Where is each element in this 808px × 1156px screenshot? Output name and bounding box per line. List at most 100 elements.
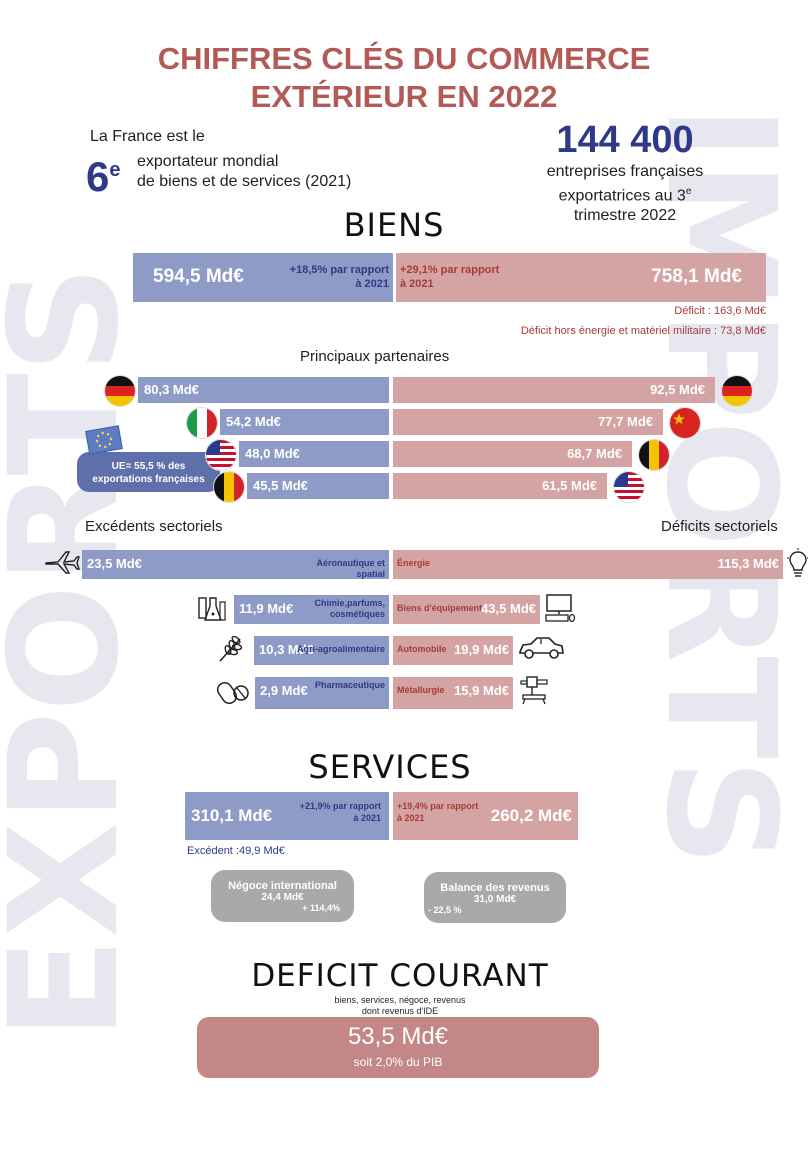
partner-import-bar: 61,5 Md€ [393,473,607,499]
eu-flag-icon [85,425,123,455]
firms-line-1: entreprises françaises [546,163,704,180]
surplus-value-label: 2,9 Md€ [260,683,308,698]
belgium-flag [638,439,670,471]
firms-number: 144 400 [556,119,694,161]
biens-deficit-hors: Déficit hors énergie et matériel militai… [520,325,766,337]
partner-export-label: 80,3 Md€ [144,382,199,397]
deficit-name-label: Énergie [397,558,431,568]
rank-line-1: exportateur mondial [137,153,279,170]
surplus-heading: Excédents sectoriels [85,518,223,535]
revenus-growth: - 22,5 % [428,905,462,915]
revenus-title: Balance des revenus [440,882,550,894]
deficit-name-label: Métallurgie [397,685,445,695]
surplus-name-label: Chimie,parfums, cosmétiques [314,598,385,619]
machine-icon [517,675,551,710]
surplus-bar: 10,3 Md€ Agri-agroalimentaire [254,636,389,665]
deficit-courant-sub-2: dont revenus d'IDE [361,1006,439,1016]
deficit-courant-pib: soit 2,0% du PIB [353,1055,443,1069]
surplus-name-label: Pharmaceutique [314,680,385,690]
lightbulb-icon [787,548,808,587]
services-heading: SERVICES [308,748,472,786]
biens-exports-value: 594,5 Md€ [153,266,244,287]
deficit-name-label: Biens d'équipement [397,603,483,613]
biens-imports-growth: +29,1% par rapport à 2021 [400,264,500,290]
partner-import-label: 77,7 Md€ [598,414,653,429]
deficit-heading: Déficits sectoriels [661,518,778,535]
surplus-bar: 2,9 Md€ Pharmaceutique [255,677,389,709]
deficit-name-label: Automobile [397,644,447,654]
services-imports-value: 260,2 Md€ [490,806,572,825]
biens-heading: BIENS [343,206,445,244]
computer-icon [544,593,576,628]
partner-export-label: 45,5 Md€ [253,478,308,493]
partner-export-label: 48,0 Md€ [245,446,300,461]
services-exports-bar: 310,1 Md€ +21,9% par rapport à 2021 [185,792,389,840]
biens-exports-bar: 594,5 Md€ +18,5% par rapport à 2021 [133,253,393,302]
usa-flag [205,439,237,471]
services-imports-growth: +19,4% par rapport à 2021 [397,801,479,823]
china-flag [669,407,701,439]
deficit-courant-sub: biens, services, négoce, revenus dont re… [300,995,500,1017]
deficit-value-label: 15,9 Md€ [454,683,509,698]
rank-description: exportateur mondial de biens et de servi… [137,152,351,192]
rank-number: 6e [86,153,121,200]
biens-deficit: Déficit : 163,6 Md€ [674,305,766,317]
partner-export-bar: 48,0 Md€ [239,441,389,467]
partner-import-label: 92,5 Md€ [650,382,705,397]
partner-export-bar: 54,2 Md€ [220,409,389,435]
revenus-value: 31,0 Md€ [473,894,517,905]
deficit-courant-heading: DEFICIT COURANT [251,958,549,994]
services-exports-value: 310,1 Md€ [191,806,273,825]
surplus-bar: 11,9 Md€ Chimie,parfums, cosmétiques [234,595,389,624]
services-surplus: Excédent :49,9 Md€ [187,845,285,857]
deficit-bar: Biens d'équipement 43,5 Md€ [393,595,540,624]
services-exports-growth: +21,9% par rapport à 2021 [299,801,381,823]
partner-import-bar: 92,5 Md€ [393,377,715,403]
surplus-bar: 23,5 Md€ Aéronautique et spatial [82,550,389,579]
partner-export-bar: 45,5 Md€ [247,473,389,499]
partner-export-bar: 80,3 Md€ [138,377,389,403]
italy-flag [186,407,218,439]
wheat-icon [216,635,246,668]
negoce-pill: Négoce international 24,4 Md€ + 114,4% [211,870,354,922]
chemistry-icon [196,594,228,629]
page-title: CHIFFRES CLÉS DU COMMERCE EXTÉRIEUR EN 2… [0,40,808,116]
title-line-1: CHIFFRES CLÉS DU COMMERCE [157,41,651,76]
services-imports-bar: +19,4% par rapport à 2021 260,2 Md€ [393,792,578,840]
biens-exports-growth: +18,5% par rapport à 2021 [289,264,389,290]
surplus-value-label: 10,3 Md€ [259,642,314,657]
surplus-name-label: Agri-agroalimentaire [296,644,385,654]
car-icon [517,634,565,667]
deficit-value-label: 43,5 Md€ [481,601,536,616]
revenus-pill: Balance des revenus 31,0 Md€ - 22,5 % [424,872,566,923]
partner-export-label: 54,2 Md€ [226,414,281,429]
title-line-2: EXTÉRIEUR EN 2022 [250,79,558,114]
pills-icon [216,676,251,709]
negoce-growth: + 114,4% [302,903,340,913]
rank-intro: La France est le [90,128,205,145]
deficit-bar: Énergie 115,3 Md€ [393,550,783,579]
biens-imports-bar: +29,1% par rapport à 2021 758,1 Md€ [396,253,766,302]
partner-import-label: 61,5 Md€ [542,478,597,493]
deficit-courant-sub-1: biens, services, négoce, revenus [334,995,466,1005]
firms-line-3: trimestre 2022 [573,207,677,225]
deficit-bar: Automobile 19,9 Md€ [393,636,513,665]
partner-import-bar: 68,7 Md€ [393,441,632,467]
firms-block: 144 400 entreprises françaises exportatr… [520,118,730,226]
deficit-courant-box: 53,5 Md€ soit 2,0% du PIB [197,1017,599,1078]
partner-import-bar: 77,7 Md€ [393,409,663,435]
airplane-icon [44,549,80,580]
negoce-value: 24,4 Md€ [261,892,304,903]
eu-note: UE= 55,5 % des exportations françaises [77,452,220,492]
biens-imports-value: 758,1 Md€ [651,266,742,287]
deficit-value-label: 115,3 Md€ [717,556,779,571]
surplus-value-label: 11,9 Md€ [239,601,294,616]
negoce-title: Négoce international [228,880,337,892]
germany-flag [104,375,136,407]
germany-flag [721,375,753,407]
usa-flag [613,471,645,503]
deficit-bar: Métallurgie 15,9 Md€ [393,677,513,709]
firms-line-2: exportatrices au 3e [558,186,692,205]
partner-import-label: 68,7 Md€ [567,446,622,461]
surplus-value-label: 23,5 Md€ [87,556,142,571]
